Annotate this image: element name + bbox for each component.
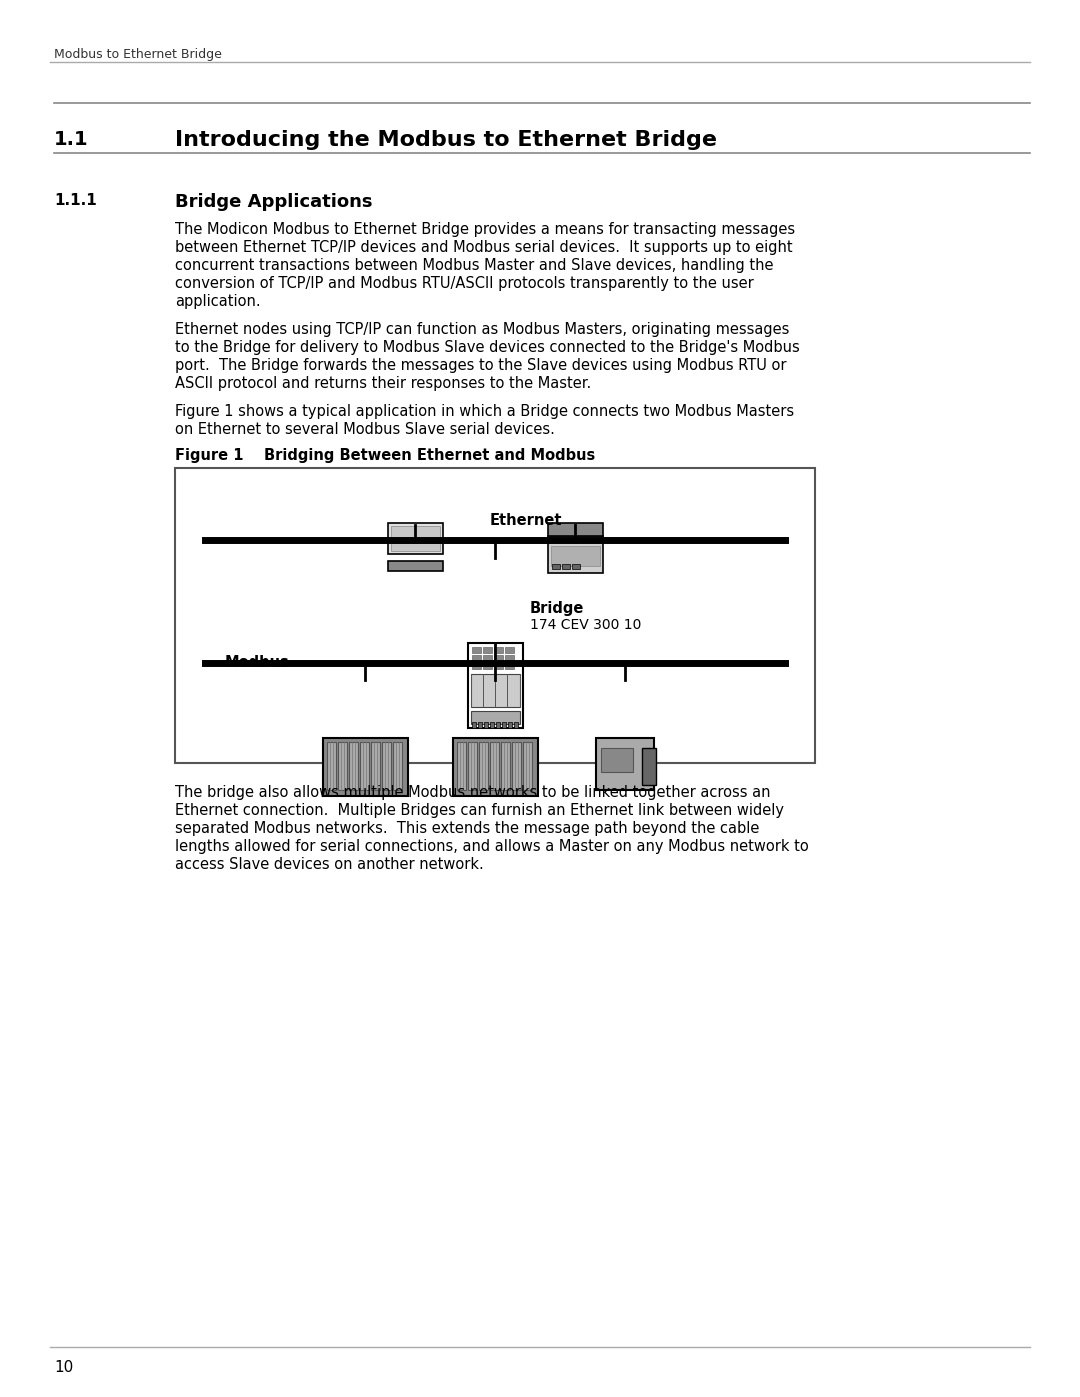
Bar <box>508 722 512 728</box>
Bar <box>392 742 402 789</box>
Bar <box>501 722 505 728</box>
Text: Figure 1    Bridging Between Ethernet and Modbus: Figure 1 Bridging Between Ethernet and M… <box>175 448 595 462</box>
Bar <box>478 742 487 789</box>
Text: conversion of TCP/IP and Modbus RTU/ASCII protocols transparently to the user: conversion of TCP/IP and Modbus RTU/ASCI… <box>175 277 754 291</box>
Bar <box>512 742 521 789</box>
Bar <box>468 643 523 728</box>
Text: on Ethernet to several Modbus Slave serial devices.: on Ethernet to several Modbus Slave seri… <box>175 422 555 437</box>
Bar <box>326 742 336 789</box>
Bar <box>504 647 513 652</box>
Bar <box>548 522 603 536</box>
Text: Modbus to Ethernet Bridge: Modbus to Ethernet Bridge <box>54 47 221 61</box>
Bar <box>513 722 517 728</box>
Bar <box>388 562 443 571</box>
Bar <box>453 738 538 796</box>
Text: Ethernet: Ethernet <box>490 513 563 528</box>
Bar <box>411 538 419 539</box>
Text: Bridge Applications: Bridge Applications <box>175 193 373 211</box>
Bar <box>349 742 357 789</box>
Bar <box>323 738 407 796</box>
Text: Introducing the Modbus to Ethernet Bridge: Introducing the Modbus to Ethernet Bridg… <box>175 130 717 149</box>
Bar <box>468 742 476 789</box>
Text: port.  The Bridge forwards the messages to the Slave devices using Modbus RTU or: port. The Bridge forwards the messages t… <box>175 358 786 373</box>
Bar <box>472 655 481 661</box>
Bar <box>494 662 502 669</box>
Text: 1.1: 1.1 <box>54 130 89 149</box>
Bar <box>471 675 519 707</box>
Text: Modbus: Modbus <box>225 655 289 671</box>
Text: between Ethernet TCP/IP devices and Modbus serial devices.  It supports up to ei: between Ethernet TCP/IP devices and Modb… <box>175 240 793 256</box>
Bar <box>500 742 510 789</box>
Bar <box>360 742 368 789</box>
Text: 174 CEV 300 10: 174 CEV 300 10 <box>530 617 642 631</box>
Text: ASCII protocol and returns their responses to the Master.: ASCII protocol and returns their respons… <box>175 376 591 391</box>
Text: The Modicon Modbus to Ethernet Bridge provides a means for transacting messages: The Modicon Modbus to Ethernet Bridge pr… <box>175 222 795 237</box>
Text: to the Bridge for delivery to Modbus Slave devices connected to the Bridge's Mod: to the Bridge for delivery to Modbus Sla… <box>175 339 800 355</box>
Bar <box>551 545 599 566</box>
Bar <box>562 564 569 569</box>
Text: Figure 1 shows a typical application in which a Bridge connects two Modbus Maste: Figure 1 shows a typical application in … <box>175 404 794 419</box>
Text: Bridge: Bridge <box>530 601 584 616</box>
Bar <box>483 655 491 661</box>
Bar <box>496 722 499 728</box>
Text: 10: 10 <box>54 1361 73 1375</box>
Bar <box>472 647 481 652</box>
Bar <box>391 527 440 552</box>
Bar <box>472 722 475 728</box>
Text: Ethernet connection.  Multiple Bridges can furnish an Ethernet link between wide: Ethernet connection. Multiple Bridges ca… <box>175 803 784 819</box>
Bar <box>642 749 656 785</box>
Text: application.: application. <box>175 293 260 309</box>
Text: concurrent transactions between Modbus Master and Slave devices, handling the: concurrent transactions between Modbus M… <box>175 258 773 272</box>
Text: The bridge also allows multiple Modbus networks to be linked together across an: The bridge also allows multiple Modbus n… <box>175 785 770 800</box>
Text: access Slave devices on another network.: access Slave devices on another network. <box>175 856 484 872</box>
Bar <box>571 564 580 569</box>
Bar <box>494 647 502 652</box>
Bar <box>504 655 513 661</box>
Bar <box>504 662 513 669</box>
Text: lengths allowed for serial connections, and allows a Master on any Modbus networ: lengths allowed for serial connections, … <box>175 840 809 854</box>
Bar <box>388 522 443 555</box>
Bar <box>477 722 482 728</box>
Bar <box>600 749 633 771</box>
Bar <box>471 711 519 724</box>
Bar <box>489 742 499 789</box>
Bar <box>370 742 379 789</box>
Bar <box>552 564 559 569</box>
Text: separated Modbus networks.  This extends the message path beyond the cable: separated Modbus networks. This extends … <box>175 821 759 835</box>
Text: Ethernet nodes using TCP/IP can function as Modbus Masters, originating messages: Ethernet nodes using TCP/IP can function… <box>175 321 789 337</box>
Bar <box>489 722 494 728</box>
Bar <box>494 655 502 661</box>
Text: 1.1.1: 1.1.1 <box>54 193 97 208</box>
Bar <box>548 535 603 573</box>
Bar <box>337 742 347 789</box>
Bar <box>523 742 531 789</box>
Bar <box>381 742 391 789</box>
Bar <box>484 722 487 728</box>
Bar <box>457 742 465 789</box>
Bar <box>483 647 491 652</box>
Bar <box>472 662 481 669</box>
Bar <box>596 738 654 789</box>
Bar <box>175 468 815 763</box>
Bar <box>483 662 491 669</box>
